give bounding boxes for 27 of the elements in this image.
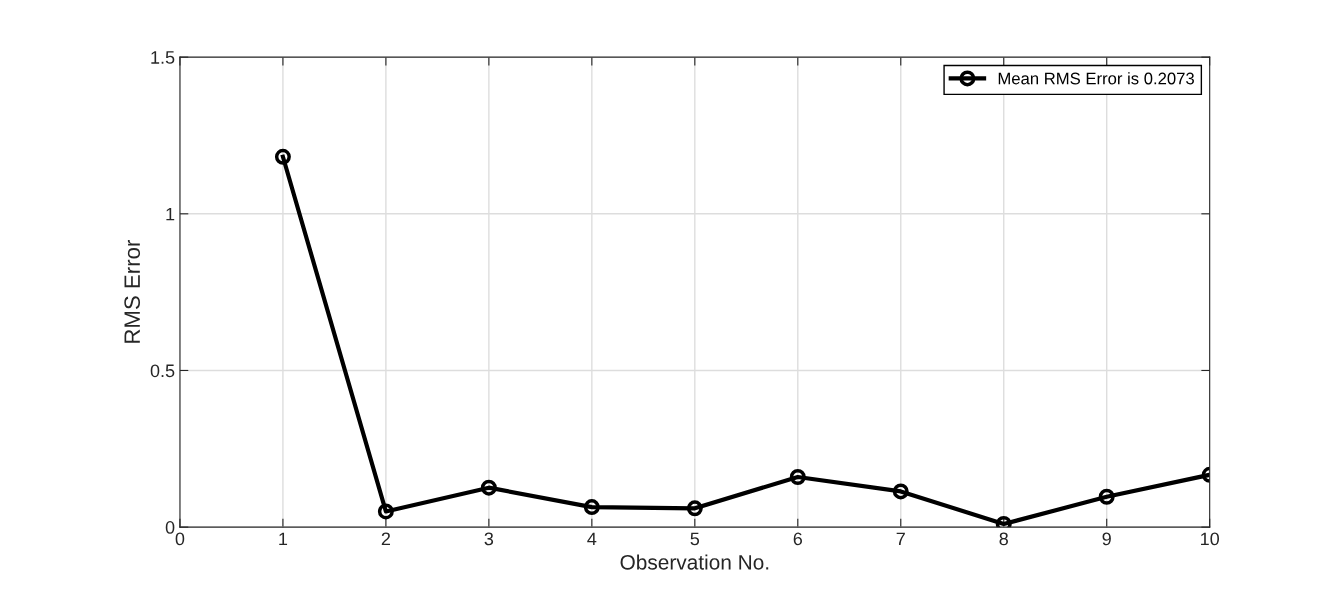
x-tick-label: 0 (175, 532, 185, 546)
x-tick-label: 7 (896, 532, 905, 546)
point (789, 469, 806, 485)
y-axis-title: RMS Error (124, 240, 141, 343)
point (377, 503, 394, 520)
y-tick-label: 1 (166, 207, 175, 221)
x-axis-title: Observation No. (620, 554, 769, 570)
point (274, 148, 291, 165)
y-tick-label: 0.5 (150, 364, 175, 378)
y-tick-label: 0 (165, 521, 175, 534)
point (892, 483, 909, 500)
x-tick-label: 4 (587, 532, 597, 546)
point (995, 516, 1012, 528)
point (1098, 488, 1115, 505)
x-tick-label: 6 (793, 532, 803, 546)
x-tick-label: 9 (1102, 532, 1111, 546)
point (686, 500, 703, 517)
y-tick-label: 1.5 (151, 51, 175, 64)
x-tick-label: 10 (1201, 532, 1220, 546)
legend-label: Mean RMS Error is 0.2073 (998, 72, 1194, 85)
point (480, 479, 497, 496)
x-tick-label: 1 (279, 532, 288, 546)
x-tick-label: 2 (381, 532, 391, 546)
x-tick-label: 8 (999, 532, 1008, 546)
x-tick-label: 5 (690, 532, 700, 546)
point (583, 499, 600, 516)
x-tick-label: 3 (484, 532, 494, 546)
